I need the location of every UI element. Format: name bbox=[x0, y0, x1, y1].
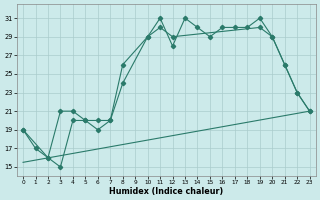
X-axis label: Humidex (Indice chaleur): Humidex (Indice chaleur) bbox=[109, 187, 223, 196]
